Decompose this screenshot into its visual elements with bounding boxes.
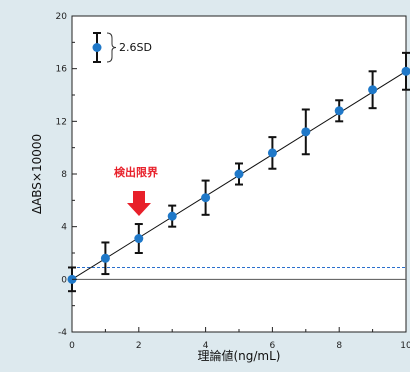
y-axis-title: ΔABS×10000	[30, 134, 44, 214]
data-point	[401, 66, 410, 76]
legend-brace-icon	[106, 32, 117, 63]
x-tick-label: 6	[270, 341, 276, 351]
x-tick-label: 0	[69, 341, 75, 351]
data-point	[301, 127, 311, 137]
down-arrow-icon	[127, 191, 151, 216]
x-tick-label: 10	[400, 341, 410, 351]
x-tick-label: 2	[136, 341, 142, 351]
y-tick-label: 4	[61, 223, 67, 233]
y-tick-label: 12	[56, 117, 67, 127]
y-tick-label: 20	[56, 12, 68, 22]
data-point	[134, 234, 144, 244]
y-tick-label: 8	[61, 170, 67, 180]
data-point	[167, 211, 177, 221]
data-point	[334, 106, 344, 116]
data-point	[234, 169, 244, 179]
x-tick-label: 4	[203, 341, 209, 351]
y-tick-label: -4	[58, 328, 67, 338]
data-point	[100, 253, 110, 263]
detection-limit-annotation: 検出限界	[114, 165, 158, 216]
legend-marker	[92, 43, 102, 52]
legend-label: 2.6SD	[119, 41, 152, 54]
data-point	[368, 85, 378, 95]
x-axis-title: 理論値(ng/mL)	[197, 348, 280, 363]
detection-limit-label: 検出限界	[114, 165, 158, 179]
y-tick-label: 0	[61, 275, 67, 285]
data-point	[267, 148, 277, 158]
legend: 2.6SD	[92, 32, 152, 63]
x-tick-label: 8	[336, 341, 342, 351]
y-tick-label: 16	[56, 65, 68, 75]
data-point	[201, 193, 211, 203]
